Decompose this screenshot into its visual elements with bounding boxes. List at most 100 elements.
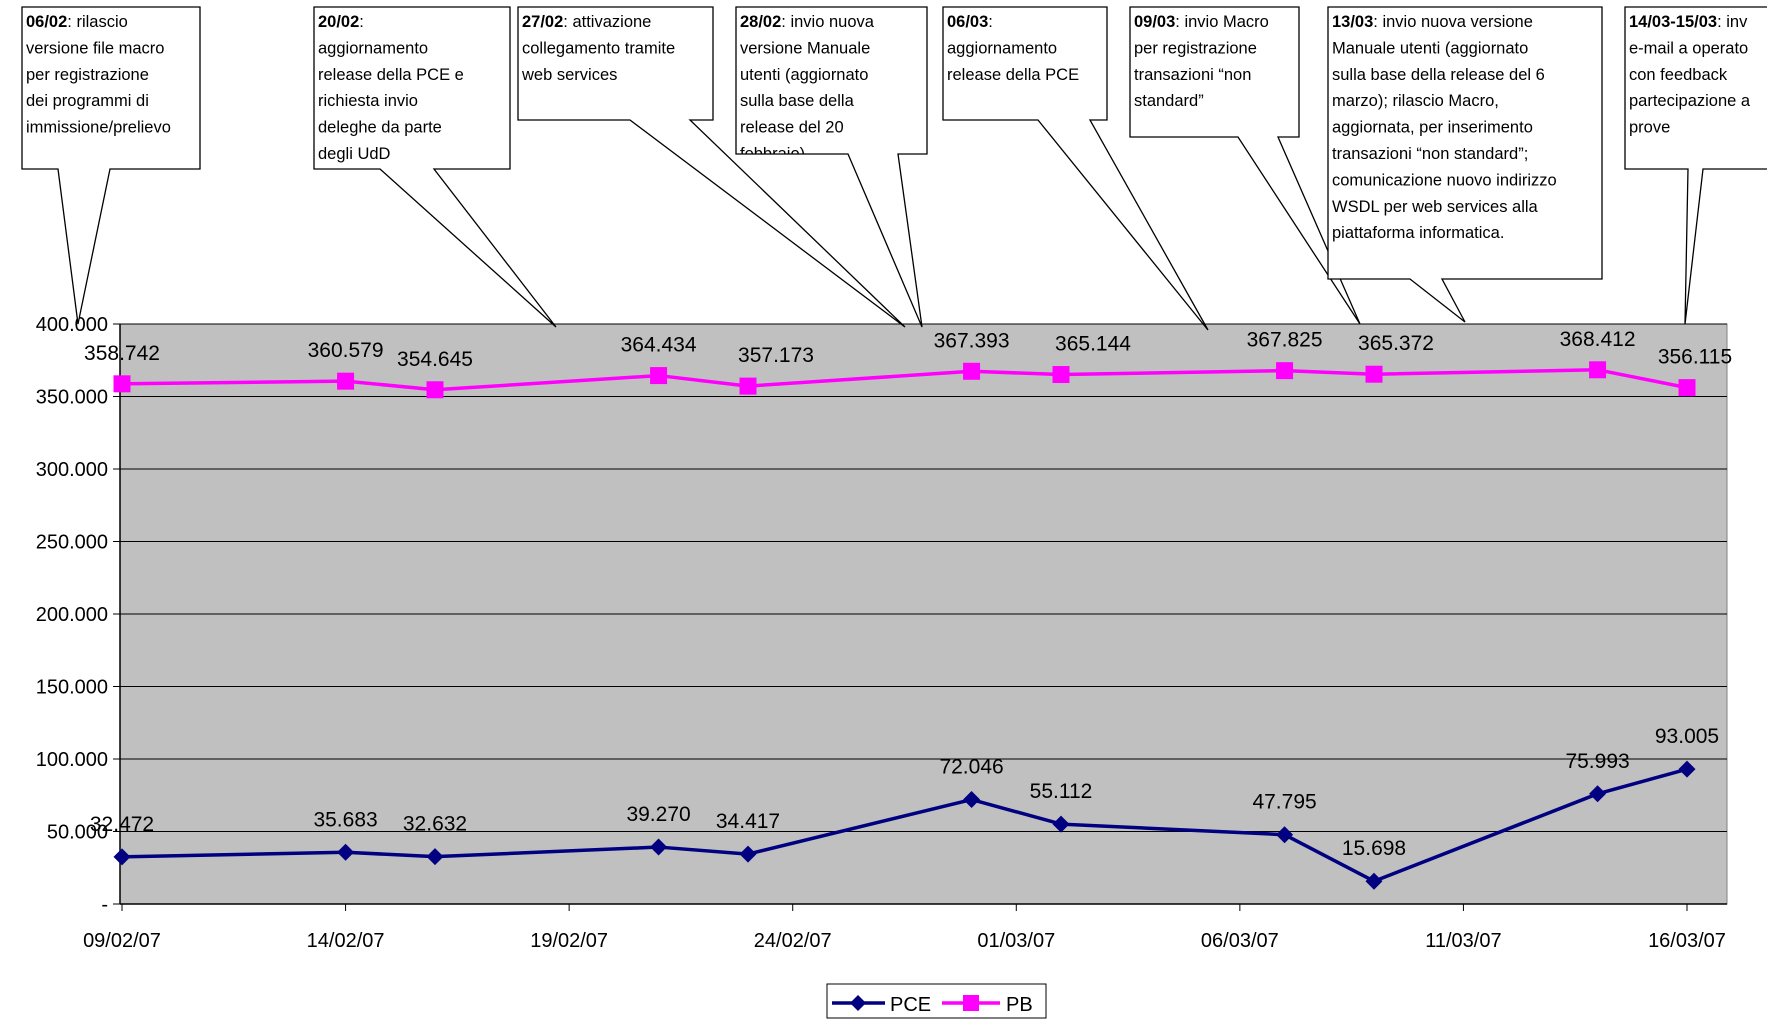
callout-box xyxy=(1327,6,1603,323)
annotation-callout: 27/02: attivazione collegamento tramite we… xyxy=(517,6,906,328)
point-PCE xyxy=(1052,815,1070,833)
point-PB xyxy=(1589,361,1607,379)
data-label-PCE: 15.698 xyxy=(1342,837,1406,860)
annotation-callout: 13/03: invio nuova versione Manuale utent… xyxy=(1327,6,1603,323)
y-tick-label: 250.000 xyxy=(36,532,108,554)
series-layer: 32.472 35.683 32.632 39.270 34.417 72.046 55.1… xyxy=(84,328,1732,890)
annotation-callout: 14/03-15/03: inv e-mail a operato con feed… xyxy=(1624,6,1767,325)
annotation-text: sulla base della xyxy=(740,92,855,110)
legend-marker-PCE xyxy=(850,995,866,1011)
data-label-PCE: 72.046 xyxy=(939,756,1003,779)
annotation-text: versione Manuale xyxy=(740,39,870,57)
data-label-PB: 354.645 xyxy=(397,348,473,371)
y-tick-label: 50.000 xyxy=(47,822,108,844)
legend: PCE PB xyxy=(826,983,1047,1019)
annotation-text: dei programmi di xyxy=(26,92,149,110)
annotation-text: richiesta invio xyxy=(318,92,418,110)
x-tick-label: 06/03/07 xyxy=(1201,930,1279,952)
annotation-text: degli UdD xyxy=(318,145,391,163)
data-label-PCE: 93.005 xyxy=(1655,725,1719,748)
x-tick-label: 01/03/07 xyxy=(977,930,1055,952)
point-PCE xyxy=(1678,760,1696,778)
annotation-callout: 06/03: aggiornamento release della PCE xyxy=(942,6,1209,331)
annotation-text: versione file macro xyxy=(26,39,164,57)
callout-box xyxy=(1129,6,1361,325)
annotation-callout: 20/02: aggiornamento release della PCE e ri… xyxy=(313,6,557,328)
x-tick-label: 19/02/07 xyxy=(530,930,608,952)
annotation-text: Manuale utenti (aggiornato xyxy=(1332,39,1528,57)
y-tick-label: 400.000 xyxy=(36,314,108,336)
plot-area: - 50.000 100.000 150.000 200.000 250.000 300.0… xyxy=(36,314,1728,952)
annotation-text: 06/02: rilascio xyxy=(26,13,128,31)
point-PCE xyxy=(650,838,668,856)
callout-box xyxy=(942,6,1209,331)
data-label-PCE: 55.112 xyxy=(1030,780,1093,803)
point-PB xyxy=(1365,365,1383,383)
annotation-text: 14/03-15/03: inv xyxy=(1629,13,1748,31)
point-PB xyxy=(739,377,757,395)
data-label-PCE: 32.632 xyxy=(403,813,467,836)
annotation-text: per registrazione xyxy=(26,66,149,84)
point-PB xyxy=(650,367,668,385)
annotation-text: con feedback xyxy=(1629,66,1728,84)
callout-box xyxy=(735,6,928,328)
annotation-text: aggiornamento xyxy=(318,39,428,57)
annotation-text: 27/02: attivazione xyxy=(522,13,651,31)
annotation-text: deleghe da parte xyxy=(318,119,442,137)
callout-box xyxy=(313,6,557,328)
point-PCE xyxy=(426,848,444,866)
y-tick-label: - xyxy=(101,894,108,916)
data-label-PB: 357.173 xyxy=(738,344,814,367)
annotation-text: comunicazione nuovo indirizzo xyxy=(1332,171,1557,189)
annotation-text: aggiornata, per inserimento xyxy=(1332,119,1533,137)
callout-box xyxy=(21,6,201,325)
point-PB xyxy=(963,362,981,380)
annotation-text: per registrazione xyxy=(1134,39,1257,57)
y-tick-label: 300.000 xyxy=(36,459,108,481)
y-tick-label: 100.000 xyxy=(36,749,108,771)
y-tick-label: 150.000 xyxy=(36,677,108,699)
point-PCE xyxy=(1589,785,1607,803)
legend-label-PCE: PCE xyxy=(890,994,931,1016)
annotation-text: piattaforma informatica. xyxy=(1332,224,1504,242)
annotation-text: 06/03: xyxy=(947,13,993,31)
data-label-PCE: 35.683 xyxy=(313,808,377,831)
data-label-PB: 367.825 xyxy=(1247,329,1323,352)
annotation-callout: 06/02: rilascio versione file macro per re… xyxy=(21,6,201,325)
callout-layer: 06/02: rilascio versione file macro per re… xyxy=(21,6,1767,331)
data-label-PCE: 34.417 xyxy=(716,810,780,833)
annotation-text: sulla base della release del 6 xyxy=(1332,66,1545,84)
annotation-text: 28/02: invio nuova xyxy=(740,13,875,31)
point-PB xyxy=(1678,379,1696,397)
point-PCE xyxy=(113,848,131,866)
point-PCE xyxy=(739,845,757,863)
callout-box xyxy=(517,6,906,328)
annotation-callout: 28/02: invio nuova versione Manuale utenti… xyxy=(735,6,928,328)
data-label-PB: 358.742 xyxy=(84,342,160,365)
data-label-PB: 364.434 xyxy=(621,334,697,357)
annotation-text: 09/03: invio Macro xyxy=(1134,13,1269,31)
data-label-PCE: 47.795 xyxy=(1252,791,1316,814)
x-tick-label: 09/02/07 xyxy=(83,930,161,952)
annotation-text: 20/02: xyxy=(318,13,364,31)
point-PB xyxy=(426,381,444,399)
point-PCE xyxy=(1276,826,1294,844)
annotation-text: febbraio) xyxy=(740,145,805,163)
point-PCE xyxy=(1365,872,1383,890)
annotation-text: release del 20 xyxy=(740,119,844,137)
annotation-callout: 09/03: invio Macro per registrazione trans… xyxy=(1129,6,1361,325)
annotation-text: immissione/prelievo xyxy=(26,119,171,137)
legend-marker-PB xyxy=(963,995,979,1011)
point-PB xyxy=(1276,362,1294,380)
x-tick-label: 24/02/07 xyxy=(754,930,832,952)
data-label-PB: 356.115 xyxy=(1658,346,1732,369)
data-label-PB: 365.144 xyxy=(1055,333,1131,356)
y-tick-label: 350.000 xyxy=(36,387,108,409)
annotation-text: 13/03: invio nuova versione xyxy=(1332,13,1533,31)
data-label-PB: 365.372 xyxy=(1358,332,1434,355)
annotation-text: collegamento tramite xyxy=(522,39,675,57)
annotation-text: prove xyxy=(1629,119,1670,137)
callout-box xyxy=(1624,6,1767,325)
y-tick-label: 200.000 xyxy=(36,604,108,626)
